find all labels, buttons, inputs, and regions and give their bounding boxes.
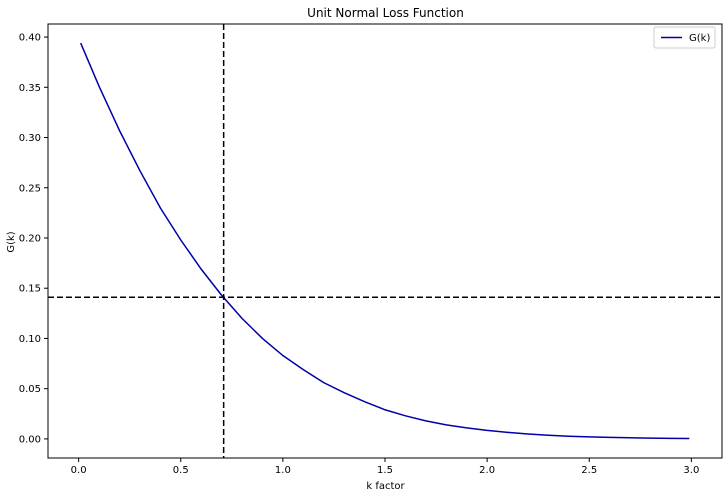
y-tick-label: 0.30 — [19, 133, 41, 144]
y-axis-label: G(k) — [6, 231, 17, 252]
y-tick-label: 0.35 — [19, 83, 41, 94]
chart-title: Unit Normal Loss Function — [307, 6, 464, 20]
x-tick-label: 0.5 — [173, 465, 189, 476]
series-line-0 — [79, 42, 690, 440]
y-tick-label: 0.15 — [19, 284, 41, 295]
x-tick-label: 3.0 — [683, 465, 699, 476]
y-tick-label: 0.20 — [19, 233, 41, 244]
y-tick-label: 0.10 — [19, 334, 41, 345]
y-tick-label: 0.40 — [19, 33, 41, 44]
plot-frame — [47, 23, 723, 459]
x-tick-label: 2.5 — [581, 465, 597, 476]
y-tick-label: 0.00 — [19, 434, 41, 445]
x-tick-label: 1.0 — [275, 465, 291, 476]
x-tick-label: 0.0 — [71, 465, 87, 476]
x-tick-label: 2.0 — [479, 465, 495, 476]
legend-box — [653, 26, 716, 49]
x-tick-label: 1.5 — [377, 465, 393, 476]
y-tick-label: 0.25 — [19, 183, 41, 194]
y-tick-label: 0.05 — [19, 384, 41, 395]
plot-area: 0.0 0.5 1.0 1.5 2.0 2.5 3.0 0.00 0.05 0.10 0.15 0.2… — [19, 23, 723, 476]
x-axis-label: k factor — [366, 481, 405, 492]
legend-label: G(k) — [689, 33, 710, 44]
legend: G(k) — [653, 26, 716, 49]
